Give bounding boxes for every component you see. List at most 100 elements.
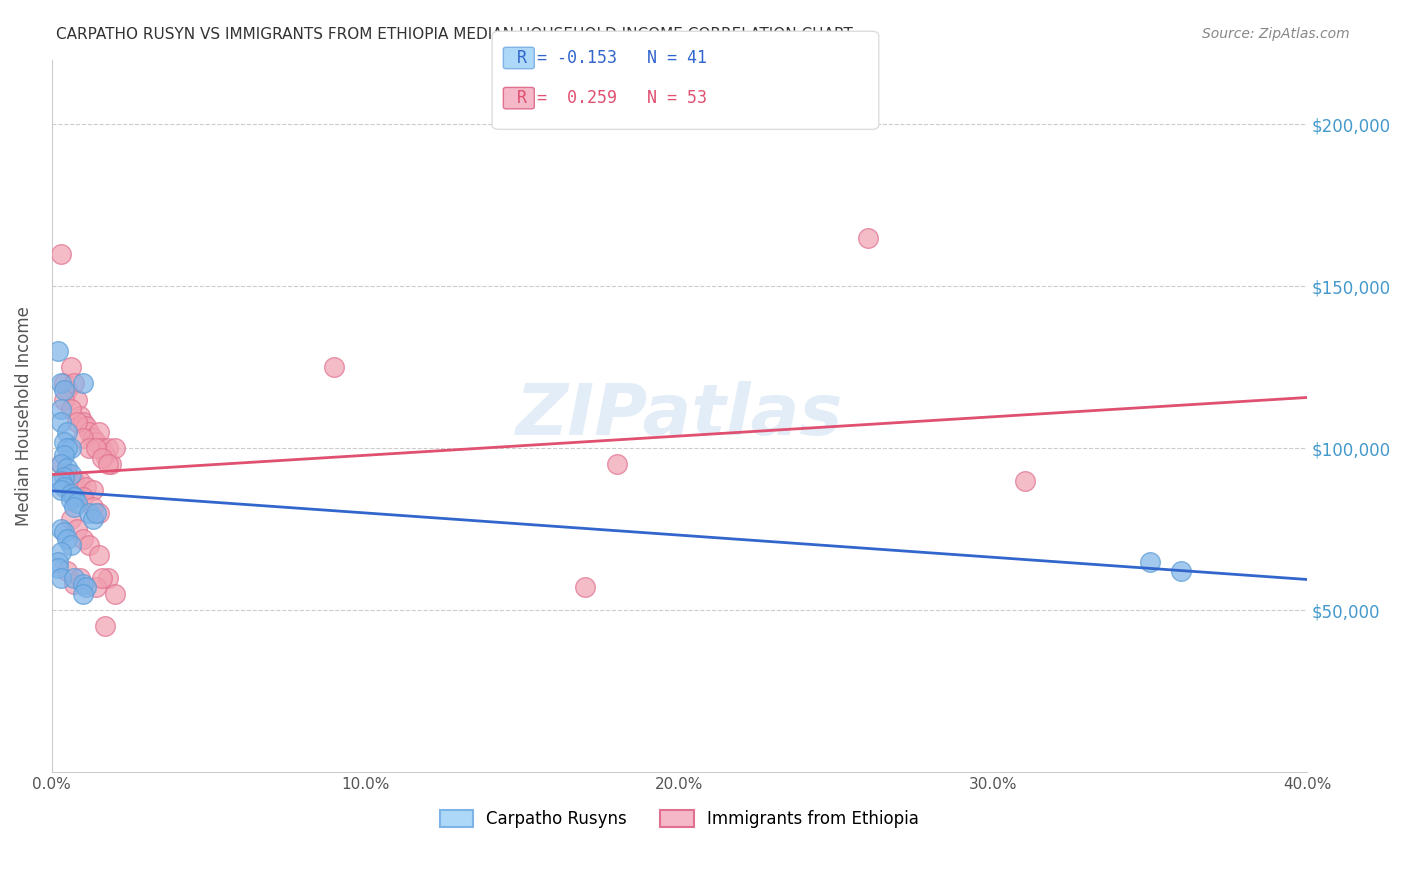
Point xyxy=(62,474,84,488)
Point xyxy=(82,500,104,514)
Point xyxy=(51,458,73,472)
Point xyxy=(69,474,91,488)
Point xyxy=(66,415,89,429)
Point xyxy=(51,376,73,391)
Point xyxy=(82,483,104,498)
Point xyxy=(87,506,110,520)
Point xyxy=(59,493,82,508)
Point xyxy=(51,522,73,536)
Point xyxy=(323,360,346,375)
Point xyxy=(606,458,628,472)
Point xyxy=(53,434,76,449)
Point xyxy=(51,415,73,429)
Point xyxy=(62,376,84,391)
Point xyxy=(856,230,879,244)
Point xyxy=(100,458,122,472)
Point xyxy=(53,376,76,391)
Point xyxy=(69,571,91,585)
Text: R = -0.153   N = 41: R = -0.153 N = 41 xyxy=(517,49,707,67)
Point xyxy=(53,383,76,397)
Point xyxy=(82,432,104,446)
Point xyxy=(56,425,79,439)
Point xyxy=(46,344,69,359)
Point xyxy=(84,434,107,449)
Point xyxy=(82,512,104,526)
Point xyxy=(84,506,107,520)
Point xyxy=(62,500,84,514)
Point xyxy=(59,538,82,552)
Point xyxy=(79,538,101,552)
Point xyxy=(94,448,117,462)
Point xyxy=(53,392,76,407)
Point xyxy=(91,450,114,465)
Point xyxy=(97,441,120,455)
Point xyxy=(72,587,94,601)
Point xyxy=(66,522,89,536)
Point xyxy=(574,581,596,595)
Point xyxy=(51,458,73,472)
Point xyxy=(79,441,101,455)
Point xyxy=(56,532,79,546)
Point xyxy=(87,425,110,439)
Point xyxy=(59,512,82,526)
Point xyxy=(62,571,84,585)
Point xyxy=(97,571,120,585)
Point xyxy=(56,460,79,475)
Point xyxy=(79,425,101,439)
Point xyxy=(51,571,73,585)
Text: ZIPatlas: ZIPatlas xyxy=(516,381,844,450)
Y-axis label: Median Household Income: Median Household Income xyxy=(15,306,32,525)
Point xyxy=(56,564,79,578)
Text: CARPATHO RUSYN VS IMMIGRANTS FROM ETHIOPIA MEDIAN HOUSEHOLD INCOME CORRELATION C: CARPATHO RUSYN VS IMMIGRANTS FROM ETHIOP… xyxy=(56,27,853,42)
Point xyxy=(103,587,125,601)
Point xyxy=(72,432,94,446)
Point xyxy=(91,571,114,585)
Point xyxy=(51,247,73,261)
Point xyxy=(62,577,84,591)
Point xyxy=(51,474,73,488)
Point xyxy=(59,467,82,482)
Point xyxy=(56,383,79,397)
Legend: Carpatho Rusyns, Immigrants from Ethiopia: Carpatho Rusyns, Immigrants from Ethiopi… xyxy=(433,804,925,835)
Point xyxy=(84,441,107,455)
Point xyxy=(59,441,82,455)
Point xyxy=(46,555,69,569)
Point xyxy=(59,486,82,500)
Point xyxy=(72,415,94,429)
Point xyxy=(1139,555,1161,569)
Point xyxy=(51,402,73,417)
Point xyxy=(87,548,110,562)
Point xyxy=(51,483,73,498)
Point xyxy=(53,525,76,540)
Point xyxy=(75,581,97,595)
Point xyxy=(75,418,97,433)
Point xyxy=(53,448,76,462)
Text: Source: ZipAtlas.com: Source: ZipAtlas.com xyxy=(1202,27,1350,41)
Point xyxy=(69,409,91,423)
Point xyxy=(72,376,94,391)
Point xyxy=(53,470,76,484)
Point xyxy=(56,441,79,455)
Point xyxy=(62,490,84,504)
Point xyxy=(72,490,94,504)
Text: R =  0.259   N = 53: R = 0.259 N = 53 xyxy=(517,89,707,107)
Point xyxy=(97,458,120,472)
Point xyxy=(79,506,101,520)
Point xyxy=(84,581,107,595)
Point xyxy=(66,496,89,510)
Point xyxy=(103,441,125,455)
Point xyxy=(51,545,73,559)
Point xyxy=(75,480,97,494)
Point xyxy=(56,467,79,482)
Point xyxy=(53,480,76,494)
Point xyxy=(72,532,94,546)
Point xyxy=(62,490,84,504)
Point xyxy=(1014,474,1036,488)
Point xyxy=(91,441,114,455)
Point xyxy=(46,561,69,575)
Point xyxy=(1170,564,1192,578)
Point xyxy=(72,577,94,591)
Point xyxy=(66,392,89,407)
Point xyxy=(59,402,82,417)
Point xyxy=(59,360,82,375)
